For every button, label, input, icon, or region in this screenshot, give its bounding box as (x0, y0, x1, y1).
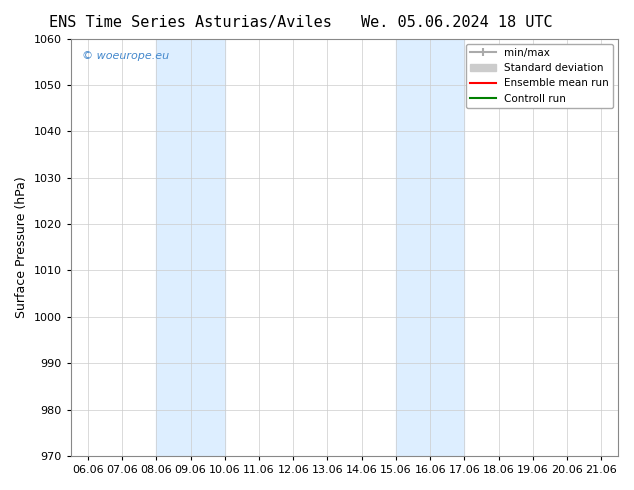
Legend: min/max, Standard deviation, Ensemble mean run, Controll run: min/max, Standard deviation, Ensemble me… (466, 44, 613, 108)
Text: ENS Time Series Asturias/Aviles: ENS Time Series Asturias/Aviles (49, 15, 332, 30)
Bar (157, 39, 225, 456)
Text: We. 05.06.2024 18 UTC: We. 05.06.2024 18 UTC (361, 15, 552, 30)
Bar (396, 39, 465, 456)
Y-axis label: Surface Pressure (hPa): Surface Pressure (hPa) (15, 176, 28, 318)
Text: © woeurope.eu: © woeurope.eu (82, 51, 169, 61)
